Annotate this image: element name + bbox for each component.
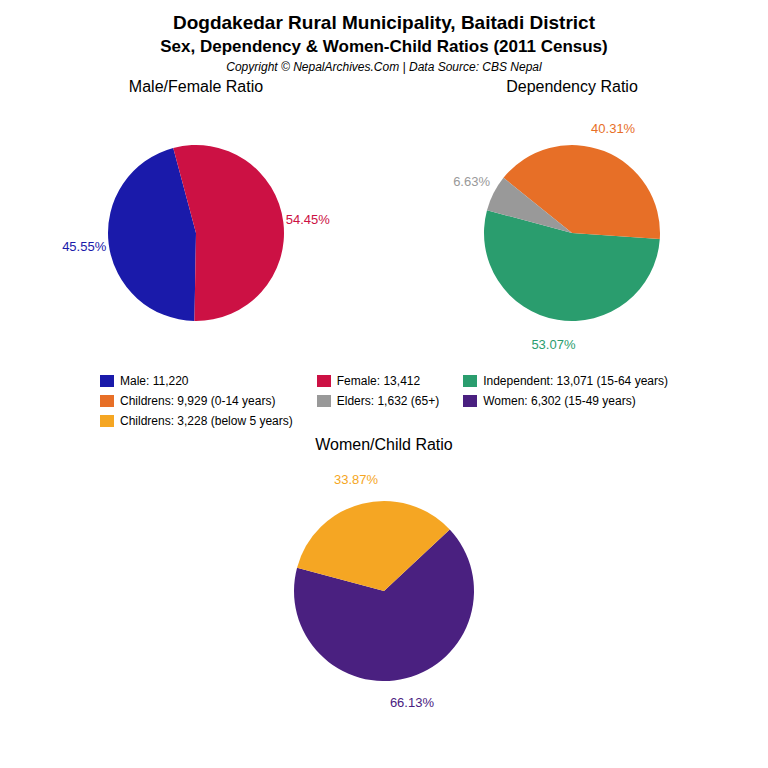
html-text:Women: 6,302 (15-49 years): Women: 6,302 (15-49 years) (483, 394, 636, 408)
html-text:Sex, Dependency & Women-Child: Sex, Dependency & Women-Child Ratios (20… (160, 37, 608, 56)
html-text:Elders: 1,632 (65+): Elders: 1,632 (65+) (336, 394, 440, 408)
html-text:Dependency Ratio: Dependency Ratio (506, 78, 638, 95)
svg-text:33.87%: 33.87% (334, 472, 379, 487)
html-text:Childrens: 9,929 (0-14 years): Childrens: 9,929 (0-14 years) (120, 394, 276, 408)
svg-text:54.45%: 54.45% (286, 212, 331, 227)
html-text:Male/Female Ratio: Male/Female Ratio (128, 78, 264, 95)
svg-text:66.13%: 66.13% (390, 695, 435, 710)
html-text:Female: 13,412: Female: 13,412 (336, 374, 421, 388)
html-text:Male: 11,220: Male: 11,220 (120, 374, 189, 388)
html-text:Dogdakedar Rural Municipality,: Dogdakedar Rural Municipality, Baitadi D… (173, 12, 595, 33)
html-text:Copyright © NepalArchives.Com: Copyright © NepalArchives.Com | Data Sou… (226, 60, 542, 74)
svg-text:53.07%: 53.07% (531, 337, 576, 352)
svg-text:6.63%: 6.63% (453, 174, 490, 189)
svg-text:40.31%: 40.31% (591, 121, 636, 136)
svg-text:45.55%: 45.55% (62, 239, 107, 254)
html-text:Women/Child Ratio: Women/Child Ratio (315, 436, 453, 453)
html-text:Childrens: 3,228 (below 5 year: Childrens: 3,228 (below 5 years) (120, 414, 293, 428)
html-text:Independent: 13,071 (15-64 yea: Independent: 13,071 (15-64 years) (483, 374, 668, 388)
